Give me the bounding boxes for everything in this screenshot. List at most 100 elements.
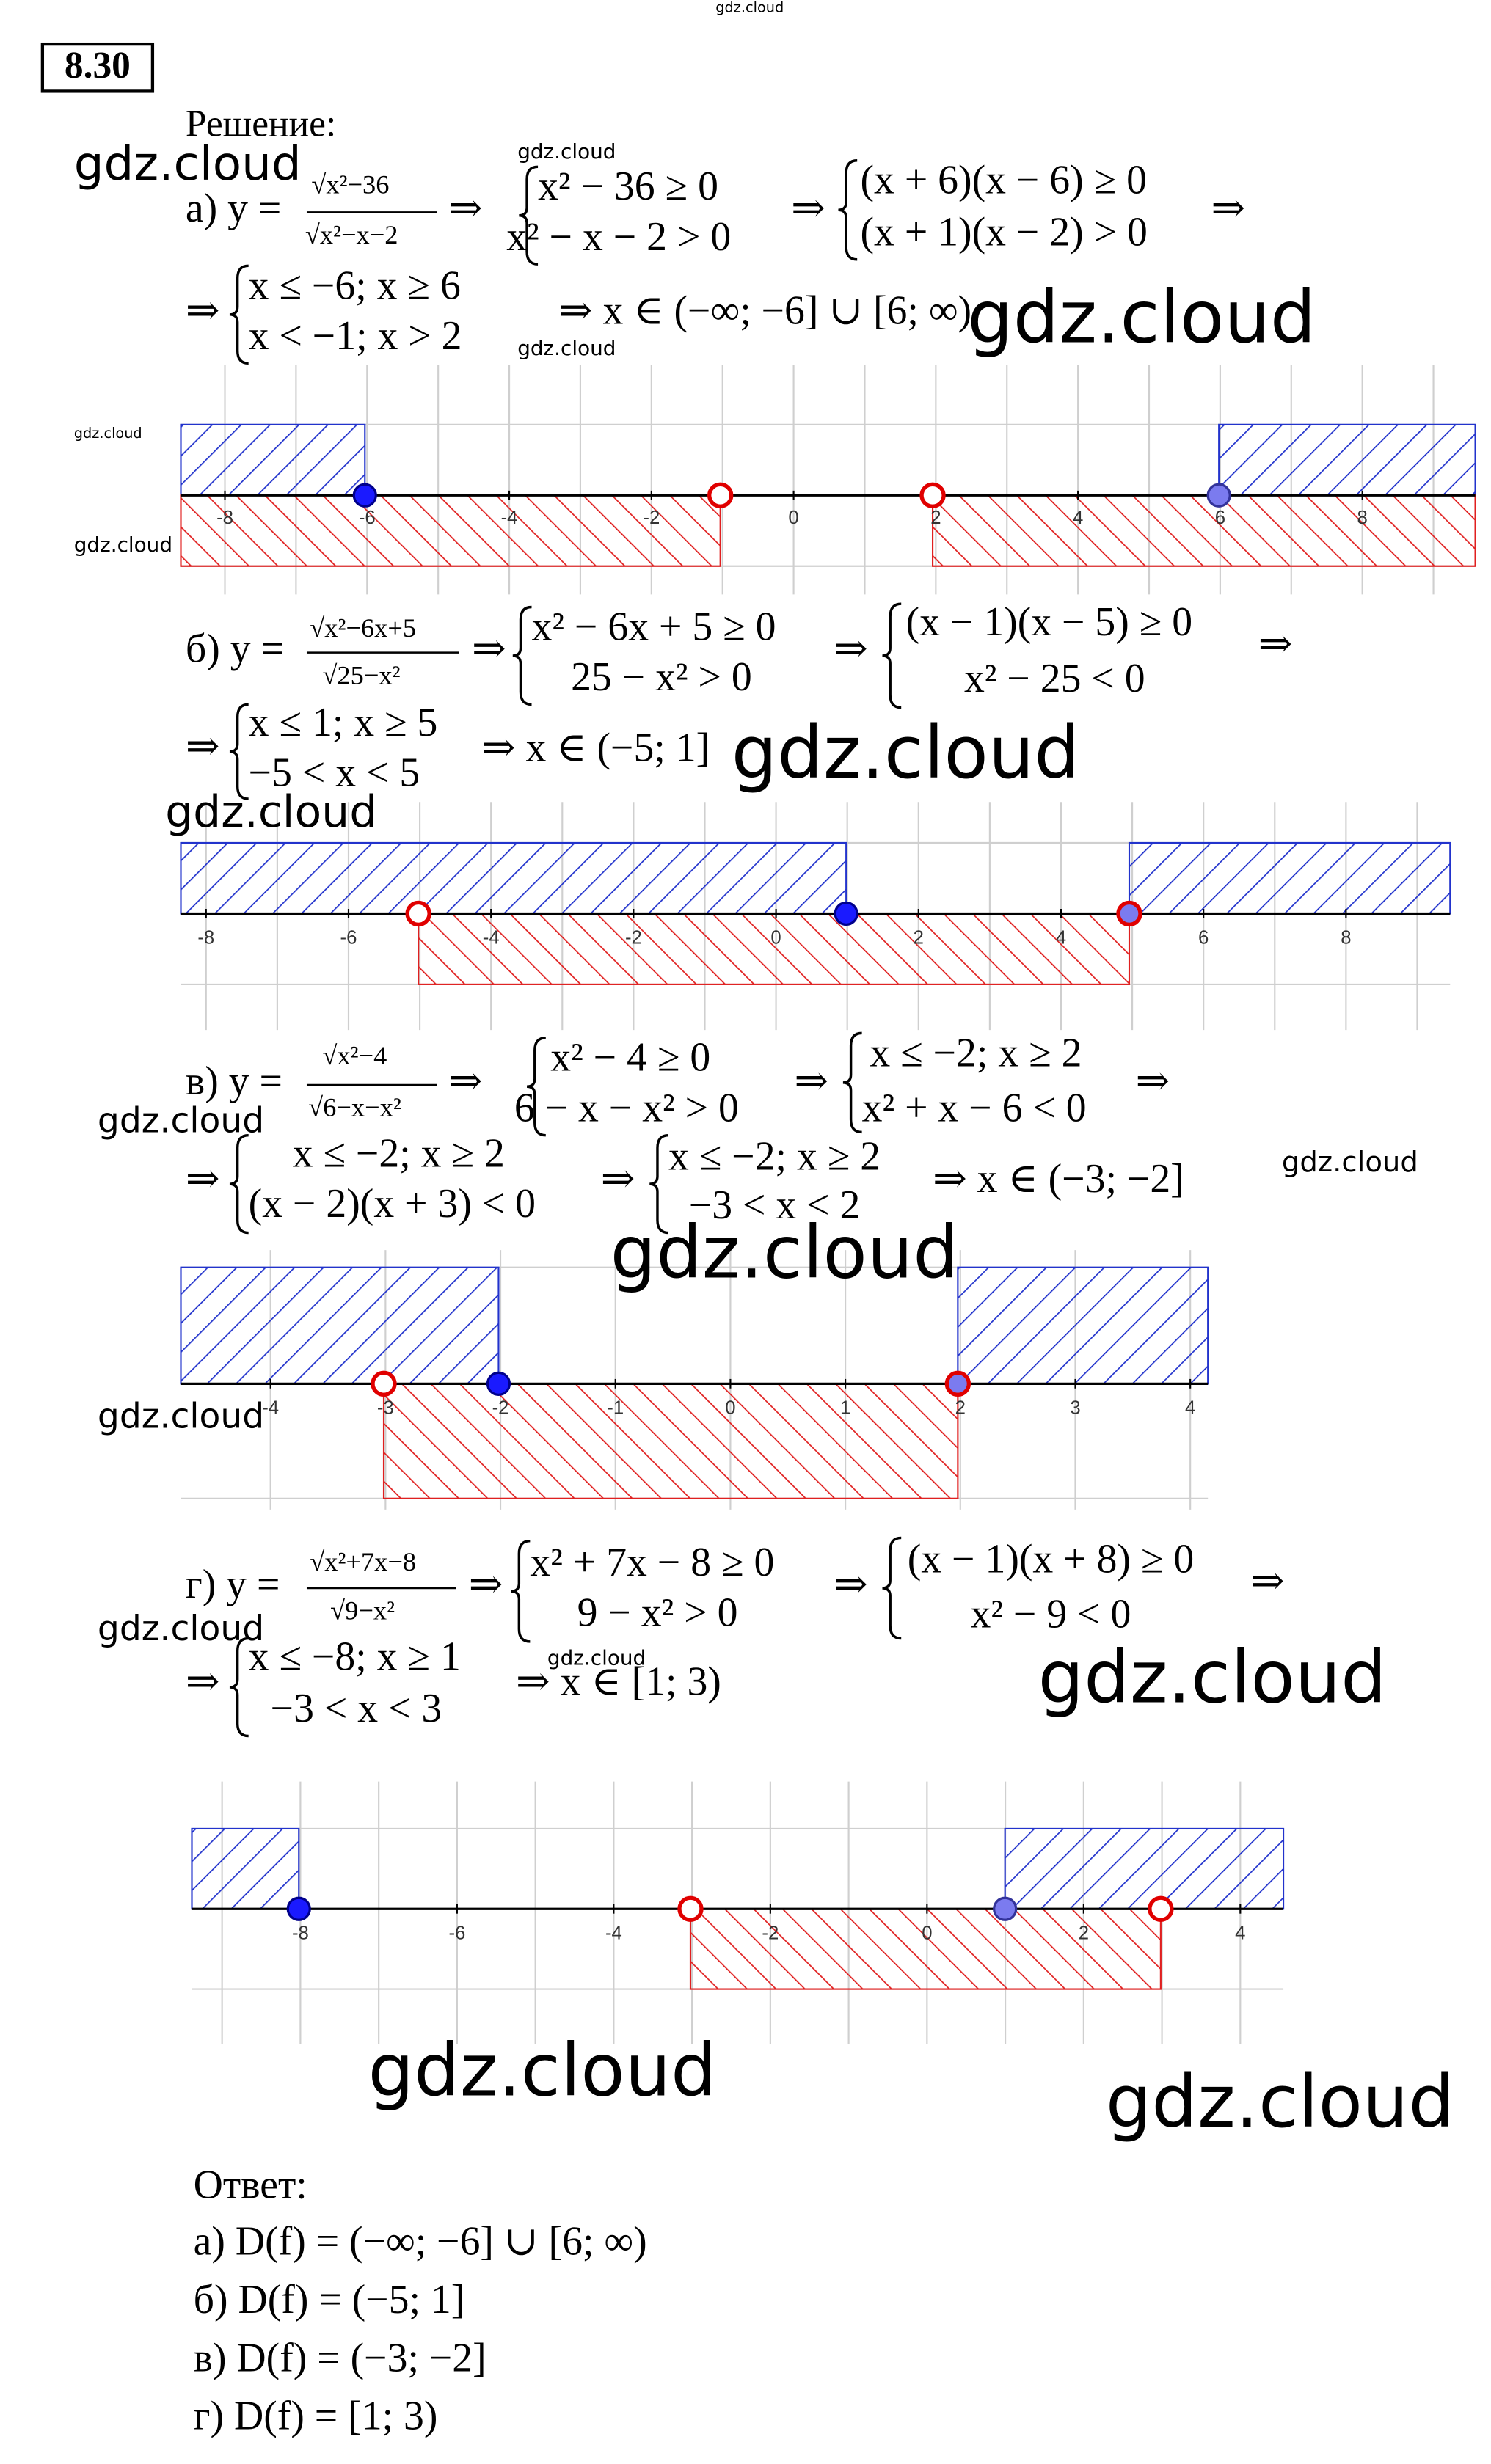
watermark: gdz.cloud [547,1645,646,1670]
hatch-region [382,1383,959,1499]
formula-text: в) y = [186,1059,282,1104]
tick-label: -1 [607,1397,624,1418]
tick-label: 6 [1198,928,1209,948]
problem-number: 8.30 [65,45,131,87]
formula-text: (x − 1)(x + 8) ≥ 0 [908,1536,1195,1582]
tick-label: 0 [725,1397,735,1418]
formula-text: x² − 9 < 0 [971,1592,1131,1637]
tick-label: -2 [643,508,660,528]
brace [512,605,532,706]
formula-text: x ≤ −8; x ≥ 1 [249,1634,461,1679]
watermark: gdz.cloud [732,711,1080,795]
watermark: gdz.cloud [517,139,616,164]
formula-text: ⇒ [469,1562,503,1607]
tick-label: 0 [788,508,798,528]
watermark: gdz.cloud [74,425,142,442]
formula-text: ⇒ [472,626,506,671]
formula-text: x² + 7x − 8 ≥ 0 [530,1540,774,1585]
point [1116,900,1142,927]
formula-text: ⇒ [1211,186,1245,231]
formula-text: ⇒ [186,723,220,769]
watermark: gdz.cloud [165,786,377,838]
formula-text: б) y = [186,626,284,671]
tick-label: 4 [1235,1923,1245,1943]
formula-text: √x²−6x+5 [310,613,416,643]
formula-text: г) y = [186,1562,280,1607]
brace [526,1037,546,1137]
formula-text: √x²−36 [311,170,389,200]
tick-label: -6 [448,1923,465,1943]
formula-text: ⇒ [186,1659,220,1705]
hatch-region [180,1266,500,1385]
formula-text: ⇒ [791,186,825,231]
watermark: gdz.cloud [1038,1635,1387,1719]
formula-text: x ≤ −2; x ≥ 2 [870,1030,1082,1075]
formula-text: x ≤ 1; x ≥ 5 [249,700,438,745]
answer-title: Ответ: [194,2163,307,2208]
formula-text: x² − x − 2 > 0 [506,214,731,260]
tick-label: -4 [483,928,500,948]
hatch-region [191,1827,300,1910]
formula-text: ⇒ [834,626,868,671]
tick-label: 0 [922,1923,932,1943]
hatch-region [1218,423,1476,497]
tick-label: -8 [292,1923,309,1943]
brace [842,1031,862,1134]
point [834,901,858,926]
hatch-region [689,1908,1162,1990]
formula-text: √25−x² [322,660,400,690]
brace [229,1133,249,1235]
point [486,1371,511,1396]
formula-text: ⇒ [448,1059,483,1104]
point [993,1896,1018,1921]
hatch-region [180,423,366,497]
watermark: gdz.cloud [1282,1146,1418,1179]
hatch-region [418,913,1131,985]
brace [519,165,539,266]
watermark: gdz.cloud [715,0,784,15]
brace [229,1637,249,1738]
tick-label: 8 [1341,928,1351,948]
point [677,1895,704,1922]
watermark: gdz.cloud [967,275,1316,359]
brace [229,264,249,365]
formula-text: √6−x−x² [308,1093,401,1122]
tick-label: 0 [770,928,781,948]
tick-label: 4 [1185,1397,1195,1418]
watermark: gdz.cloud [1106,2060,1454,2144]
formula-text: 6 − x − x² > 0 [514,1085,739,1130]
tick-label: -8 [216,508,233,528]
brace [511,1539,531,1643]
tick-label: 2 [914,928,924,948]
formula-text: (x + 1)(x − 2) > 0 [860,209,1147,255]
tick-label: -4 [605,1923,622,1943]
tick-label: 1 [840,1397,850,1418]
solution-label: Решение: [186,103,336,145]
formula-text: ⇒ [1136,1059,1170,1104]
tick-label: 6 [1215,508,1225,528]
hatch-region [932,494,1476,567]
hatch-region [180,494,721,567]
formula-text: x² + x − 6 < 0 [862,1085,1087,1130]
tick-label: 3 [1070,1397,1080,1418]
formula-text: x ≤ −2; x ≥ 2 [293,1130,505,1176]
tick-label: 2 [930,508,941,528]
tick-label: -2 [762,1923,779,1943]
watermark: gdz.cloud [98,1609,264,1649]
tick-label: -8 [197,928,214,948]
tick-label: -4 [262,1397,279,1418]
number-box [40,42,155,93]
watermark: gdz.cloud [610,1211,959,1295]
formula-text: −5 < x < 5 [249,750,420,796]
formula-text: ⇒ [186,288,220,334]
brace [882,1536,902,1640]
tick-label: 2 [955,1397,966,1418]
hatch-region [180,841,847,915]
formula-text: x² − 36 ≥ 0 [538,164,718,209]
watermark: gdz.cloud [74,533,172,557]
formula-text: x² − 6x + 5 ≥ 0 [531,604,776,649]
formula-text: √x²−4 [322,1041,387,1070]
formula-text: ⇒ x ∈ (−5; 1] [481,725,710,770]
